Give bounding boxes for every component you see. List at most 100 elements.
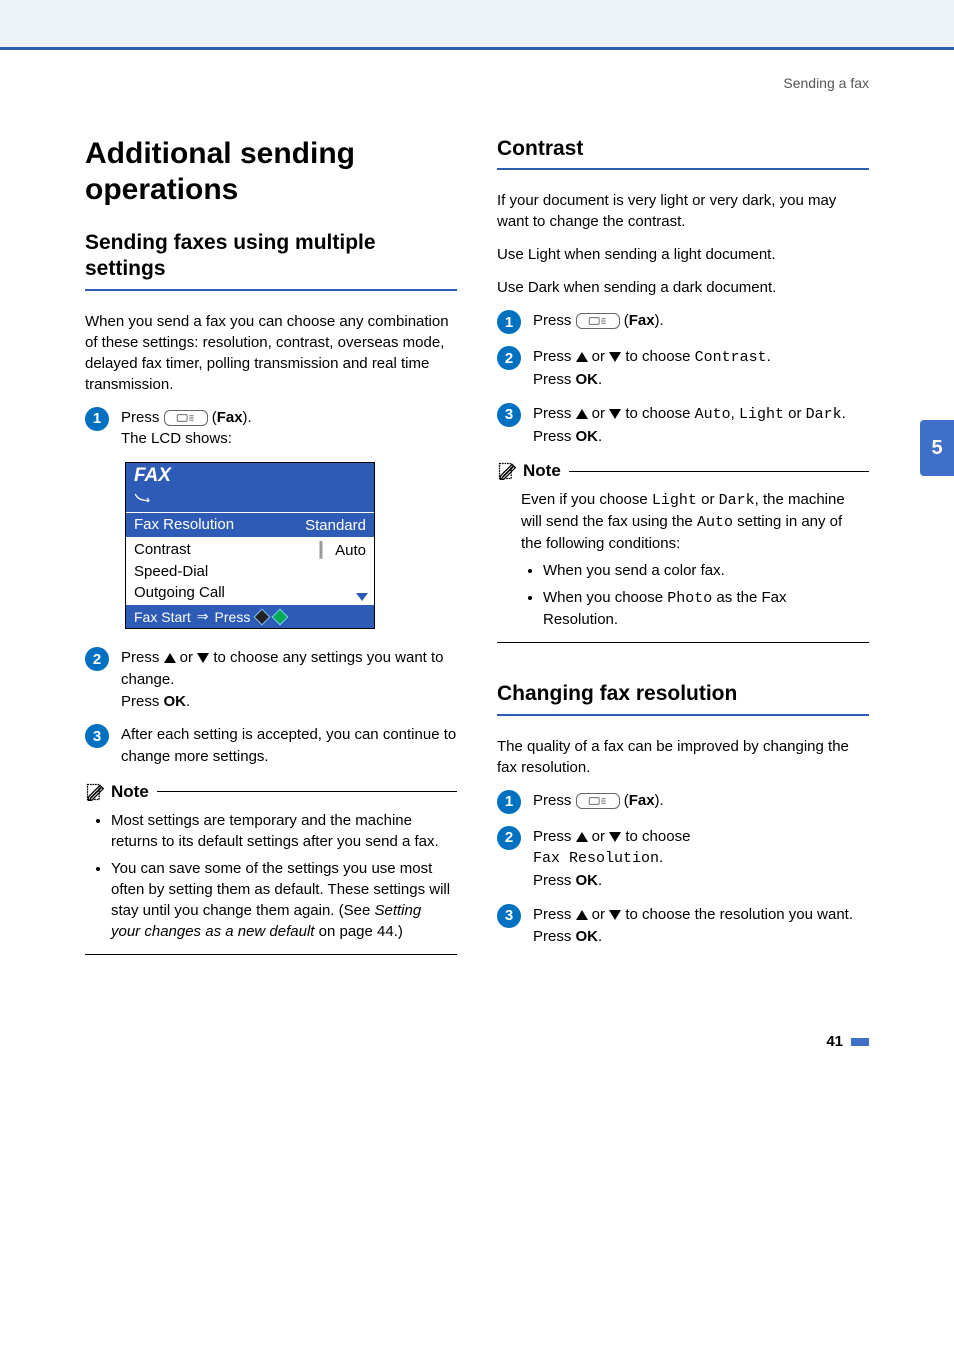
text: or	[588, 348, 610, 365]
code: Photo	[667, 590, 712, 607]
text: to choose	[621, 828, 690, 845]
fax-label: Fax	[629, 312, 655, 329]
paragraph: Use Light when sending a light document.	[497, 244, 869, 265]
text: .	[767, 348, 771, 365]
fax-button-icon	[576, 793, 620, 809]
step-3: 3 Press or to choose Auto, Light or Dark…	[497, 403, 869, 448]
text: Press	[533, 371, 576, 388]
page-number-bar	[851, 1038, 869, 1046]
step-badge: 1	[85, 407, 109, 431]
text: Press	[533, 906, 576, 923]
text: on page 44.)	[314, 923, 402, 940]
text: .	[659, 849, 663, 866]
step-badge: 3	[497, 904, 521, 928]
note-item: When you send a color fax.	[543, 560, 865, 581]
code: Light	[739, 406, 784, 423]
lcd-row-label: Contrast	[134, 541, 191, 559]
down-arrow-icon	[609, 409, 621, 419]
lcd-row-label: Outgoing Call	[134, 584, 225, 601]
text: Press	[533, 792, 576, 809]
lcd-row: Speed-Dial	[126, 561, 374, 582]
down-arrow-icon	[197, 653, 209, 663]
text: or	[784, 405, 806, 422]
step-2: 2 Press or to choose Contrast. Press OK.	[497, 346, 869, 391]
up-arrow-icon	[576, 910, 588, 920]
step-badge: 2	[497, 346, 521, 370]
code: Dark	[806, 406, 842, 423]
text: Press	[121, 649, 164, 666]
step-badge: 3	[497, 403, 521, 427]
step-1: 1 Press (Fax).	[497, 310, 869, 334]
text: or	[588, 906, 610, 923]
code: Auto	[697, 514, 733, 531]
text: Press	[533, 428, 576, 445]
text: When you choose	[543, 589, 667, 606]
text: .	[186, 693, 190, 710]
text: Press	[533, 928, 576, 945]
intro-paragraph: When you send a fax you can choose any c…	[85, 311, 457, 395]
heading-2: Changing fax resolution	[497, 681, 869, 715]
lcd-selected-row: Fax Resolution ▎Standard	[126, 513, 374, 537]
text: .	[598, 928, 602, 945]
lcd-row-label: Speed-Dial	[134, 563, 208, 580]
ok-label: OK	[576, 872, 599, 889]
text: .	[598, 872, 602, 889]
code: Contrast	[695, 349, 767, 366]
lcd-rows: Contrast ▎Auto Speed-Dial Outgoing Call	[126, 537, 374, 605]
text: Press	[533, 405, 576, 422]
text: Press	[121, 693, 164, 710]
step-3: 3 Press or to choose the resolution you …	[497, 904, 869, 948]
page-content: Sending a fax Additional sending operati…	[0, 50, 954, 1090]
text: ).	[243, 409, 252, 426]
text: .	[598, 428, 602, 445]
text: to choose	[621, 405, 694, 422]
text: Press	[533, 348, 576, 365]
text: or	[588, 405, 610, 422]
text: Press	[533, 828, 576, 845]
text: to choose the resolution you want.	[621, 906, 853, 923]
lcd-footer-b: Press	[215, 609, 251, 625]
note-block: Note Most settings are temporary and the…	[85, 782, 457, 955]
lcd-icon-row	[126, 489, 374, 512]
note-item: Most settings are temporary and the mach…	[111, 810, 453, 852]
down-arrow-icon	[609, 832, 621, 842]
note-icon	[85, 782, 105, 802]
note-item: When you choose Photo as the Fax Resolut…	[543, 587, 865, 630]
up-arrow-icon	[576, 352, 588, 362]
running-header: Sending a fax	[85, 75, 869, 91]
text: ,	[731, 405, 739, 422]
top-bar	[0, 0, 954, 50]
lcd-footer-a: Fax Start	[134, 609, 191, 625]
step-badge: 2	[85, 647, 109, 671]
step-3: 3 After each setting is accepted, you ca…	[85, 724, 457, 768]
note-item: You can save some of the settings you us…	[111, 858, 453, 942]
fax-button-icon	[576, 313, 620, 329]
text: Press	[121, 409, 164, 426]
text: The LCD shows:	[121, 430, 232, 447]
heading-1: Additional sending operations	[85, 136, 457, 208]
text: .	[598, 371, 602, 388]
page-number: 41	[85, 1033, 869, 1050]
step-1: 1 Press (Fax). The LCD shows:	[85, 407, 457, 451]
step-2: 2 Press or to choose any settings you wa…	[85, 647, 457, 712]
paragraph: If your document is very light or very d…	[497, 190, 869, 232]
right-column: Contrast If your document is very light …	[497, 136, 869, 973]
lcd-footer: Fax Start ⇒ Press	[126, 605, 374, 628]
lcd-selected-label: Fax Resolution	[134, 516, 234, 534]
ok-label: OK	[164, 693, 187, 710]
step-badge: 1	[497, 310, 521, 334]
paragraph: Use Dark when sending a dark document.	[497, 277, 869, 298]
up-arrow-icon	[164, 653, 176, 663]
ok-label: OK	[576, 428, 599, 445]
text: After each setting is accepted, you can …	[121, 724, 457, 768]
step-2: 2 Press or to choose Fax Resolution. Pre…	[497, 826, 869, 892]
note-label: Note	[111, 782, 149, 802]
fax-button-icon	[164, 410, 208, 426]
lcd-row-value: Auto	[335, 542, 366, 559]
note-block: Note Even if you choose Light or Dark, t…	[497, 461, 869, 643]
code: Dark	[719, 492, 755, 509]
text: ).	[655, 312, 664, 329]
lcd-screen: FAX Fax Resolution ▎Standard Contrast ▎A…	[125, 462, 375, 629]
step-1: 1 Press (Fax).	[497, 790, 869, 814]
fax-label: Fax	[629, 792, 655, 809]
